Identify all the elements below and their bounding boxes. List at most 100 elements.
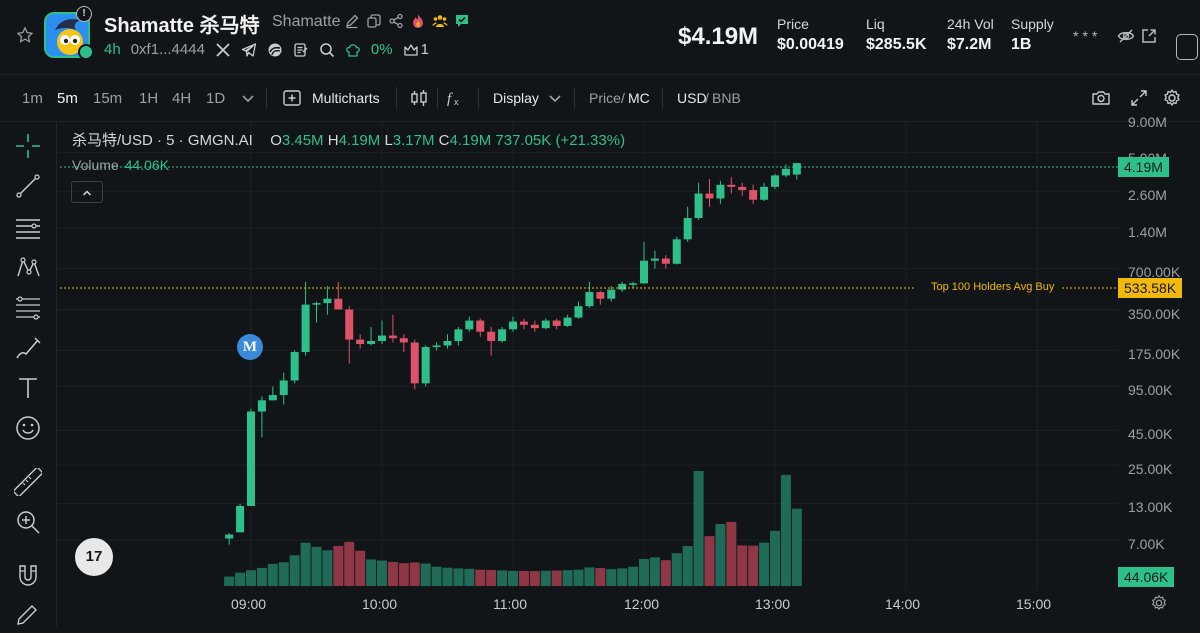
x-tick-label: 10:00: [362, 596, 398, 612]
volume-bar: [355, 550, 366, 586]
x-twitter-icon[interactable]: [215, 42, 231, 58]
trend-line-icon[interactable]: [14, 172, 42, 200]
contract-address[interactable]: 0xf1...4444: [130, 41, 205, 58]
x-tick-label: 15:00: [1016, 596, 1052, 612]
candle-body: [781, 168, 790, 176]
migration-marker[interactable]: M: [237, 334, 263, 360]
external-link-icon[interactable]: [1140, 27, 1158, 45]
candle-body: [410, 342, 419, 384]
timeframe-1m[interactable]: 1m: [22, 90, 43, 107]
price-toggle[interactable]: Price: [589, 90, 621, 106]
fib-retracement-icon[interactable]: [14, 294, 42, 322]
emoji-icon[interactable]: [14, 414, 42, 442]
settings-gear-icon[interactable]: [1162, 88, 1182, 108]
copy-icon[interactable]: [366, 13, 382, 29]
price-chart[interactable]: [57, 122, 1119, 592]
timeframe-1d[interactable]: 1D: [206, 90, 226, 107]
website-icon[interactable]: [267, 42, 283, 58]
title-actions: [344, 13, 470, 29]
chevron-down-icon[interactable]: [545, 88, 565, 108]
candle-body: [771, 175, 779, 187]
volume-bar: [573, 569, 584, 586]
edit-icon[interactable]: [344, 13, 360, 29]
candle-body: [509, 321, 517, 330]
candle: [378, 320, 386, 344]
search-icon[interactable]: [319, 42, 335, 58]
token-header: ! Shamatte 杀马特 Shamatte 4h 0xf1...4444 0…: [0, 0, 1200, 75]
horizontal-lines-icon[interactable]: [14, 214, 42, 242]
candle: [312, 301, 321, 323]
timeframe-1h[interactable]: 1H: [139, 90, 159, 107]
axis-settings-icon[interactable]: [1150, 594, 1168, 612]
legend-high-key: H: [327, 132, 339, 149]
volume-bar: [595, 568, 606, 586]
y-tick-label: 2.60M: [1128, 187, 1167, 203]
clipboard-icon[interactable]: [1176, 34, 1198, 60]
add-chart-icon[interactable]: [282, 88, 302, 108]
volume-bar: [431, 566, 442, 586]
candle: [541, 318, 550, 330]
stat-supply: Supply 1B: [1011, 16, 1054, 54]
drawing-tools-sidebar: [0, 122, 57, 626]
candle: [596, 290, 605, 305]
volume-legend: Volume 44.06K: [72, 157, 169, 173]
telegram-icon[interactable]: [241, 42, 257, 58]
token-alias: Shamatte: [272, 13, 341, 30]
bnb-toggle[interactable]: BNB: [712, 90, 741, 106]
candle: [498, 327, 507, 343]
mc-toggle[interactable]: MC: [628, 90, 650, 106]
fire-icon: [410, 13, 426, 29]
share-icon[interactable]: [388, 13, 404, 29]
usd-toggle[interactable]: USD: [677, 90, 707, 106]
candle-type-icon[interactable]: [409, 88, 429, 108]
candle-body: [378, 335, 386, 342]
fullscreen-icon[interactable]: [1129, 88, 1149, 108]
text-tool-icon[interactable]: [14, 374, 42, 402]
volume-bar: [475, 569, 486, 586]
timeframe-15m[interactable]: 15m: [93, 90, 123, 107]
volume-bar: [693, 471, 704, 586]
ruler-icon[interactable]: [12, 466, 44, 498]
candle-body: [530, 324, 539, 329]
volume-bar: [682, 545, 693, 586]
toolbar-divider: [266, 87, 267, 109]
toolbar-divider: [437, 87, 438, 109]
zoom-in-icon[interactable]: [14, 508, 42, 536]
candle: [257, 396, 266, 438]
notes-icon[interactable]: [293, 42, 309, 58]
candle: [432, 342, 441, 351]
legend-low: 3.17M: [392, 132, 435, 149]
eye-off-icon[interactable]: [1117, 27, 1135, 45]
tradingview-logo[interactable]: 17: [74, 537, 114, 577]
candle: [388, 314, 397, 343]
candle: [683, 206, 692, 242]
timeframe-4h[interactable]: 4H: [172, 90, 192, 107]
volume-bar: [715, 524, 726, 586]
candle-body: [279, 380, 288, 396]
camera-icon[interactable]: [1091, 88, 1111, 108]
timeframe-5m[interactable]: 5m: [57, 90, 78, 107]
brush-icon[interactable]: [14, 334, 42, 362]
volume-value: 44.06K: [124, 157, 170, 173]
display-dropdown[interactable]: Display: [493, 90, 539, 106]
collapse-legend-button[interactable]: [71, 181, 103, 203]
crosshair-icon[interactable]: [14, 132, 42, 160]
candle: [345, 306, 354, 364]
candle-body: [323, 298, 332, 304]
pencil-lock-icon[interactable]: [14, 600, 42, 628]
x-tick-label: 13:00: [755, 596, 791, 612]
stat-label: Price: [777, 16, 809, 32]
magnet-icon[interactable]: [14, 562, 42, 590]
volume-bar: [791, 508, 802, 586]
multicharts-button[interactable]: Multicharts: [312, 90, 380, 106]
star-icon[interactable]: [16, 26, 34, 44]
current-price-tag: 4.19M: [1118, 157, 1169, 177]
candle: [301, 281, 310, 356]
crown-count: 1: [420, 41, 429, 58]
candle: [607, 286, 616, 302]
candle-body: [290, 352, 299, 381]
chevron-down-icon[interactable]: [238, 88, 258, 108]
volume-bar: [442, 567, 453, 586]
pattern-icon[interactable]: [14, 254, 42, 282]
